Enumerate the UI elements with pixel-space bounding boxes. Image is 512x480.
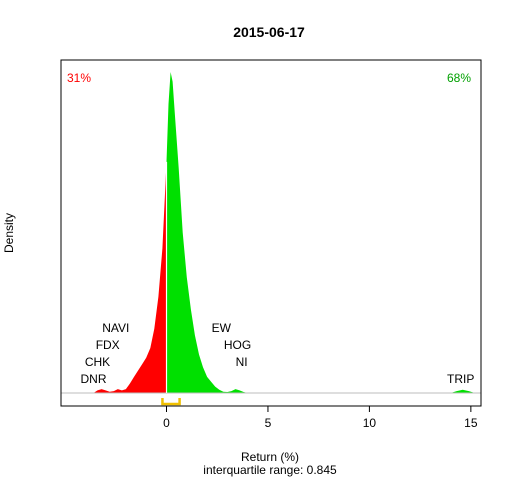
annotation-label: EW bbox=[212, 321, 232, 335]
annotation-label: FDX bbox=[96, 338, 120, 352]
x-axis: 0 5 10 15 bbox=[163, 405, 478, 430]
annotation-label: NAVI bbox=[102, 321, 129, 335]
x-tick-label: 10 bbox=[363, 416, 377, 430]
plot-frame bbox=[60, 59, 482, 407]
positive-density-area bbox=[166, 72, 475, 393]
annotation-label: CHK bbox=[85, 355, 110, 369]
ticker-annotations: NAVI FDX CHK DNR EW HOG NI TRIP bbox=[81, 321, 475, 386]
negative-share-label: 31% bbox=[67, 71, 91, 85]
x-axis-label: Return (%) bbox=[241, 450, 299, 464]
positive-share-label: 68% bbox=[447, 71, 471, 85]
x-tick-label: 15 bbox=[464, 416, 478, 430]
annotation-label: TRIP bbox=[447, 372, 474, 386]
annotation-label: DNR bbox=[81, 372, 107, 386]
iqr-bracket bbox=[161, 398, 181, 406]
annotation-label: HOG bbox=[224, 338, 251, 352]
y-axis-label: Density bbox=[2, 213, 16, 253]
x-tick-label: 0 bbox=[163, 416, 170, 430]
annotation-label: NI bbox=[236, 355, 248, 369]
density-area bbox=[61, 72, 481, 394]
iqr-bracket-mark bbox=[161, 398, 181, 406]
x-tick-label: 5 bbox=[265, 416, 272, 430]
negative-density-area bbox=[93, 161, 167, 393]
iqr-subtitle: interquartile range: 0.845 bbox=[203, 463, 337, 477]
chart-title: 2015-06-17 bbox=[233, 24, 305, 40]
